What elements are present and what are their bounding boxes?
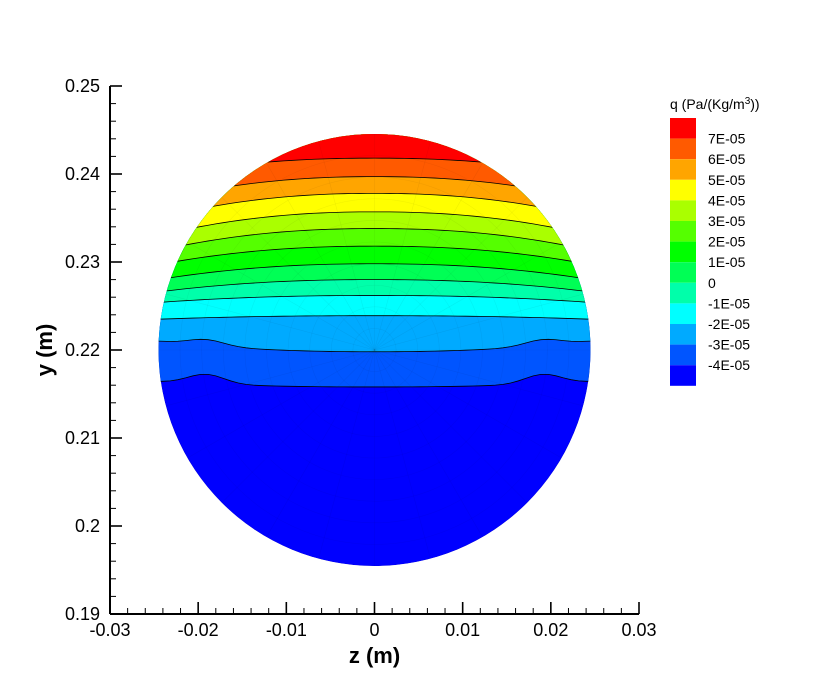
y-axis-title: y (m) bbox=[32, 324, 57, 377]
mesh-radial bbox=[374, 349, 483, 538]
mesh-radial bbox=[187, 241, 375, 351]
x-tick-label: 0.01 bbox=[445, 620, 480, 640]
legend-label: 4E-05 bbox=[708, 192, 746, 208]
contour-line bbox=[158, 211, 591, 236]
mesh-ring bbox=[244, 220, 505, 480]
contour-line bbox=[158, 373, 591, 388]
mesh-ring bbox=[266, 241, 483, 459]
legend-label: 3E-05 bbox=[708, 213, 746, 229]
mesh-radial bbox=[374, 197, 528, 351]
mesh-ring bbox=[352, 328, 397, 372]
x-tick-label: -0.03 bbox=[89, 620, 130, 640]
mesh-radial bbox=[266, 349, 375, 538]
legend-label: -4E-05 bbox=[708, 357, 750, 373]
mesh-ring bbox=[309, 284, 440, 416]
mesh-ring bbox=[179, 155, 570, 545]
legend-label: 6E-05 bbox=[708, 151, 746, 167]
mesh-radial bbox=[165, 293, 375, 351]
legend-swatch bbox=[670, 282, 696, 304]
x-tick-label: -0.01 bbox=[266, 620, 307, 640]
y-tick-label: 0.19 bbox=[65, 604, 100, 624]
mesh-radial bbox=[374, 349, 584, 407]
legend-swatch bbox=[670, 179, 696, 201]
contour-line bbox=[158, 315, 591, 320]
mesh-radial bbox=[221, 197, 375, 351]
legend-swatch bbox=[670, 241, 696, 263]
contour-line bbox=[158, 279, 591, 293]
mesh-radial bbox=[221, 349, 375, 503]
legend-swatch bbox=[670, 344, 696, 366]
legend-label: 7E-05 bbox=[708, 131, 746, 147]
y-tick-label: 0.21 bbox=[65, 428, 100, 448]
x-tick-label: 0 bbox=[369, 620, 379, 640]
mesh-ring bbox=[222, 198, 527, 502]
mesh-radial bbox=[187, 349, 375, 459]
legend-swatch bbox=[670, 324, 696, 345]
mesh-radial bbox=[374, 293, 584, 351]
y-tick-label: 0.2 bbox=[75, 516, 100, 536]
legend-label: -2E-05 bbox=[708, 316, 750, 332]
mesh-lines bbox=[158, 133, 591, 567]
legend-label: 2E-05 bbox=[708, 234, 746, 250]
y-tick-label: 0.24 bbox=[65, 164, 100, 184]
mesh-ring bbox=[201, 176, 548, 524]
y-tick-label: 0.25 bbox=[65, 76, 100, 96]
contour-line bbox=[158, 192, 591, 219]
mesh-ring bbox=[330, 306, 419, 394]
x-tick-label: 0.02 bbox=[533, 620, 568, 640]
legend-swatch bbox=[670, 159, 696, 180]
mesh-radial bbox=[318, 349, 375, 559]
mesh-radial bbox=[374, 162, 483, 351]
y-tick-label: 0.23 bbox=[65, 252, 100, 272]
x-axis-title: z (m) bbox=[349, 643, 400, 668]
y-tick-label: 0.22 bbox=[65, 340, 100, 360]
legend-title: q (Pa/(Kg/m3)) bbox=[670, 96, 760, 112]
contour-line bbox=[158, 245, 591, 266]
legend-swatch bbox=[670, 118, 696, 139]
legend-label: 1E-05 bbox=[708, 254, 746, 270]
mesh-radial bbox=[374, 349, 528, 503]
mesh-radial bbox=[318, 141, 375, 351]
legend: q (Pa/(Kg/m3)) 7E-05 6E-05 5E-05 4E-05 3E-05 2… bbox=[670, 96, 760, 386]
mesh-radial bbox=[374, 241, 562, 351]
mesh-radial bbox=[374, 141, 431, 351]
mesh-radial bbox=[374, 349, 431, 559]
x-tick-label: -0.02 bbox=[178, 620, 219, 640]
contour-line bbox=[158, 228, 591, 251]
mesh-radial bbox=[165, 349, 375, 407]
legend-label: 5E-05 bbox=[708, 172, 746, 188]
axes: -0.03 -0.02 -0.01 0 0.01 0.02 0.03 0.19 0.2 0.21 0… bbox=[32, 76, 657, 668]
contour-line bbox=[158, 338, 591, 353]
legend-swatch bbox=[670, 303, 696, 324]
x-tick-label: 0.03 bbox=[621, 620, 656, 640]
contour-line bbox=[158, 295, 591, 303]
legend-label: -3E-05 bbox=[708, 337, 750, 353]
legend-swatch bbox=[670, 365, 696, 386]
legend-swatch bbox=[670, 262, 696, 283]
legend-swatch bbox=[670, 200, 696, 221]
contour-line bbox=[158, 263, 591, 280]
mesh-radial bbox=[374, 349, 562, 459]
legend-label: 0 bbox=[708, 275, 716, 291]
legend-label: -1E-05 bbox=[708, 295, 750, 311]
legend-swatch bbox=[670, 221, 696, 242]
legend-swatch bbox=[670, 138, 696, 160]
mesh-radial bbox=[266, 162, 375, 351]
